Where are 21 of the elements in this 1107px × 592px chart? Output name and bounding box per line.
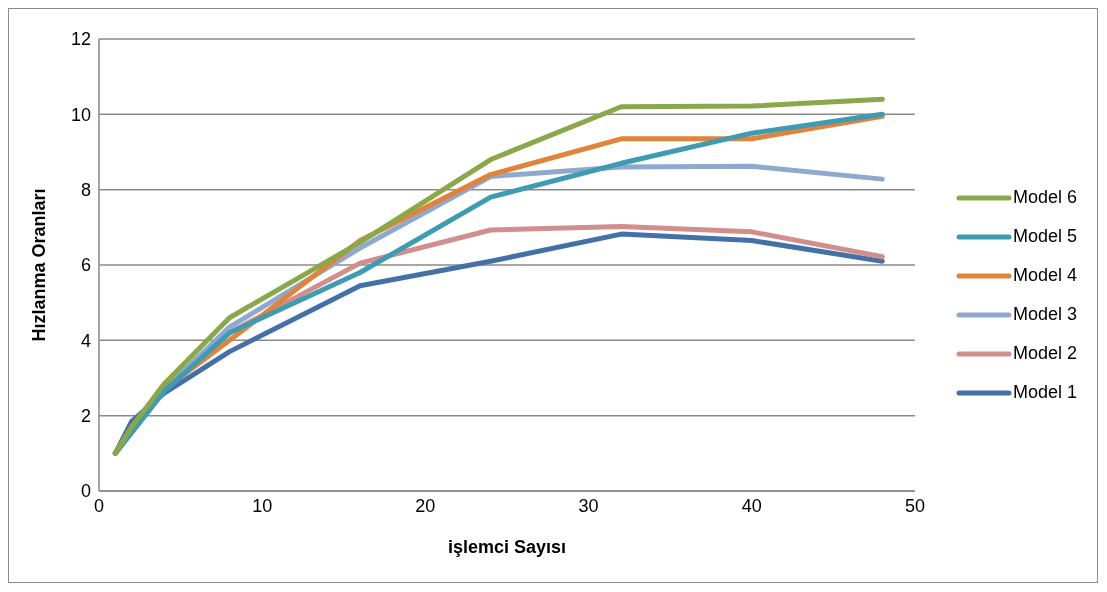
y-tick-label: 8 bbox=[80, 180, 91, 201]
y-axis-title: Hızlanma Oranları bbox=[29, 188, 50, 342]
x-tick-label: 10 bbox=[252, 495, 273, 516]
x-tick-label: 30 bbox=[578, 495, 599, 516]
y-tick-label: 4 bbox=[80, 330, 91, 351]
legend-label: Model 1 bbox=[1012, 382, 1077, 403]
y-tick-label: 12 bbox=[70, 29, 91, 50]
y-tick-label: 10 bbox=[70, 104, 91, 125]
x-tick-label: 40 bbox=[741, 495, 762, 516]
legend-label: Model 2 bbox=[1012, 343, 1077, 364]
y-tick-label: 2 bbox=[80, 406, 91, 427]
y-tick-label: 6 bbox=[80, 255, 91, 276]
y-tick-label: 0 bbox=[80, 481, 91, 502]
legend-label: Model 5 bbox=[1012, 226, 1077, 247]
x-tick-label: 0 bbox=[93, 495, 105, 516]
x-axis-title: işlemci Sayısı bbox=[447, 537, 567, 557]
legend-label: Model 3 bbox=[1012, 304, 1077, 325]
x-tick-label: 50 bbox=[904, 495, 925, 516]
x-tick-label: 20 bbox=[415, 495, 436, 516]
legend-label: Model 6 bbox=[1012, 187, 1077, 208]
legend-label: Model 4 bbox=[1012, 265, 1077, 286]
